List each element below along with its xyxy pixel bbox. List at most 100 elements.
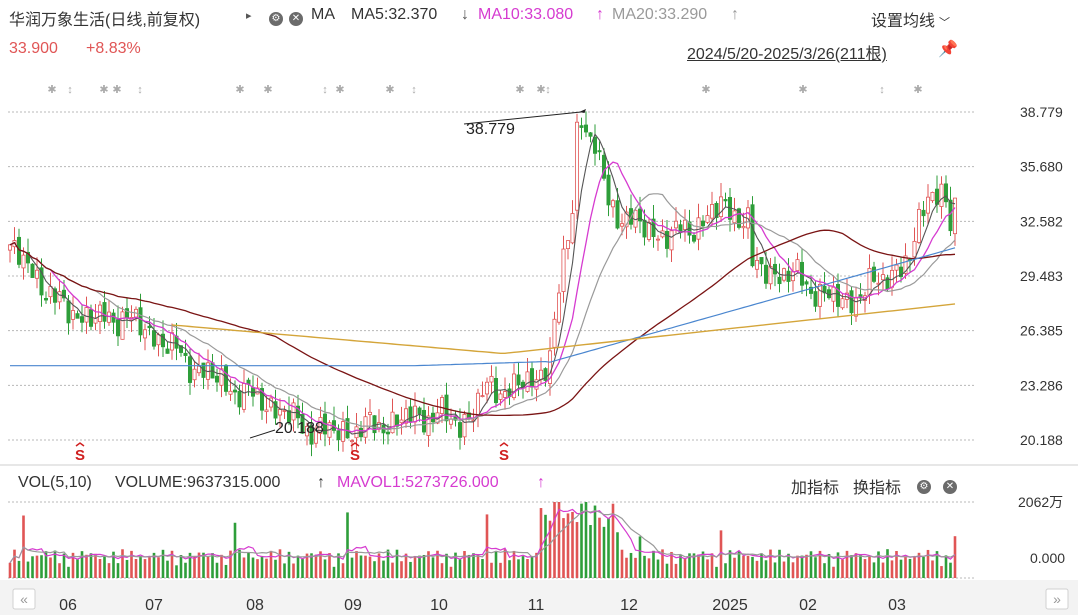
candle-body (534, 379, 539, 390)
candle-body (264, 409, 269, 413)
candle-body (566, 240, 571, 250)
add-indicator-button[interactable]: 加指标 (791, 480, 840, 497)
volume-bar (148, 557, 151, 578)
candle-body (530, 368, 535, 388)
volume-bar (611, 503, 615, 578)
candle-body (372, 415, 377, 434)
candle-body (512, 373, 517, 399)
volume-bar (332, 566, 336, 578)
candle-body (543, 368, 548, 381)
volume-bar (103, 555, 106, 578)
volume-bar (224, 564, 228, 578)
volume-bar (890, 560, 894, 578)
volume-bar (530, 556, 534, 578)
volume-bar (229, 550, 232, 578)
volume-bar (782, 561, 786, 578)
x-tick-label: 07 (145, 597, 163, 614)
volume-bar (242, 557, 246, 578)
low-label: 20.188 (275, 420, 324, 437)
high-label: 38.779 (466, 121, 515, 138)
candle-body (804, 281, 809, 285)
candle-body (89, 309, 94, 327)
volume-bar (121, 549, 124, 578)
volume-bar (886, 549, 889, 578)
volume-bar (116, 563, 120, 578)
gear-icon[interactable]: ⚙ (269, 8, 283, 26)
volume-bar (895, 550, 898, 578)
date-range[interactable]: 2024/5/20-2025/3/26(211根) (687, 46, 887, 63)
candle-body (849, 290, 854, 314)
volume-bar (310, 553, 313, 578)
candle-body (475, 392, 480, 417)
volume-bar (350, 557, 354, 578)
volume-bar (661, 549, 664, 578)
volume-bar (764, 560, 768, 578)
volume-bar (89, 553, 93, 578)
scroll-left-icon: « (20, 591, 28, 607)
y-tick-label: 26.385 (1020, 323, 1063, 339)
y-tick-label: 29.483 (1020, 268, 1063, 284)
volume-bar (26, 561, 30, 578)
candle-body (638, 208, 643, 222)
switch-indicator-button[interactable]: 换指标 (853, 480, 902, 497)
volume-bar (679, 555, 682, 578)
volume-bar (377, 553, 381, 578)
arrow-up-icon: ↑ (596, 6, 604, 23)
candle-body (737, 208, 742, 228)
volume-bar (251, 557, 255, 578)
event-marker: ✱ (112, 84, 121, 96)
volume-bar (220, 554, 223, 578)
scroll-right-button (1045, 588, 1069, 610)
gear-icon[interactable]: ⚙ (917, 476, 931, 494)
y-tick-label: 35.680 (1020, 159, 1063, 175)
volume-bar (625, 557, 628, 578)
volume-bar (476, 554, 480, 578)
volume-bar (467, 554, 471, 578)
volume-bar (238, 549, 241, 578)
volume-bar (49, 557, 52, 578)
event-marker: ↕ (137, 84, 143, 96)
volume-bar (404, 553, 408, 578)
volume-bar (791, 562, 795, 578)
event-marker: ✱ (515, 84, 524, 96)
volume-bar (706, 559, 709, 578)
close-icon[interactable]: ✕ (943, 476, 957, 494)
volume-bar (67, 566, 70, 578)
pin-icon[interactable]: 📌 (938, 41, 958, 58)
current-price: 33.900 (9, 40, 58, 57)
ma-settings-button[interactable]: 设置均线 ﹀ (871, 13, 951, 30)
volume-bar (814, 557, 817, 578)
candlestick-chart[interactable]: 38.779 35.680 32.582 29.483 26.385 23.286 20.1… (0, 0, 1078, 466)
candle-body (557, 292, 562, 323)
x-tick-label: 08 (246, 597, 264, 614)
dropdown-arrow-icon[interactable]: ▸ (246, 10, 252, 22)
volume-bar (44, 551, 48, 578)
candle-body (692, 234, 697, 242)
sell-signal: S (75, 447, 85, 464)
candle-body (412, 405, 417, 423)
candle-body (822, 285, 827, 294)
volume-chart[interactable]: 2062万 0.000 (0, 490, 1078, 580)
ma10-line (9, 161, 956, 433)
volume-bar (260, 555, 264, 578)
volume-bar (13, 549, 16, 578)
volume-bar (742, 555, 745, 578)
volume-bar (755, 560, 759, 578)
volume-bar (440, 563, 444, 578)
volume-bar (323, 559, 327, 578)
volume-bar (206, 556, 210, 578)
candle-body (719, 196, 724, 218)
volume-bar (391, 562, 394, 578)
volume-bar (413, 555, 417, 578)
volume-bar (283, 563, 286, 578)
volume-bar (328, 553, 331, 578)
candle-body (714, 202, 719, 218)
sell-signal-hat (75, 442, 85, 447)
volume-bar (355, 551, 358, 578)
volume-bar (431, 557, 435, 578)
volume-bar (697, 554, 700, 578)
close-icon[interactable]: ✕ (289, 8, 303, 26)
y-tick-label: 23.286 (1020, 377, 1063, 393)
volume-bar (107, 563, 111, 578)
volume-bar (854, 553, 858, 578)
